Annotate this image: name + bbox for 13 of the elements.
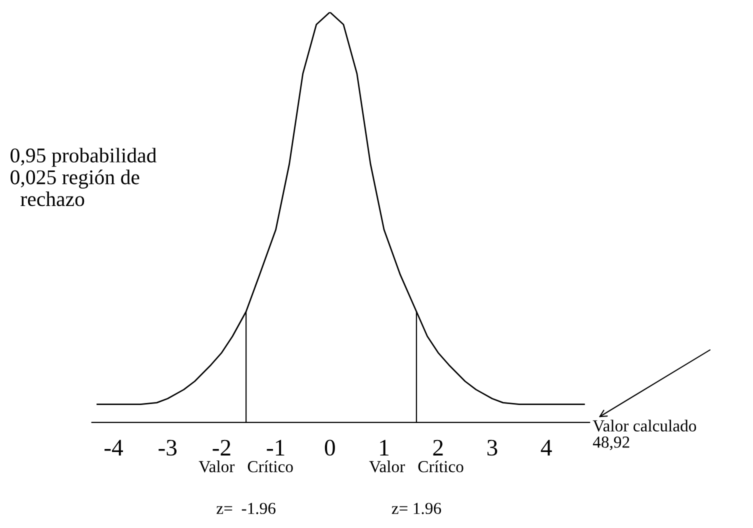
- x-tick-label: -2: [212, 440, 230, 456]
- x-tick-label: -4: [104, 440, 123, 456]
- text: Valor Crítico z= 1.96: [369, 460, 464, 514]
- x-tick-label: -3: [158, 440, 177, 456]
- text: Valor calculado 48,92: [592, 420, 696, 450]
- text: Valor Crítico z= -1.96: [198, 460, 293, 514]
- x-tick-label: 1: [380, 440, 388, 456]
- x-tick-label: 4: [540, 440, 552, 456]
- x-tick-label: 0: [324, 440, 335, 456]
- x-tick-label: -1: [266, 440, 284, 456]
- annotation: 0,95 probabilidad 0,025 región de rechazo: [10, 148, 156, 206]
- x-tick-label: 3: [487, 440, 498, 456]
- x-tick-label: 2: [433, 440, 443, 456]
